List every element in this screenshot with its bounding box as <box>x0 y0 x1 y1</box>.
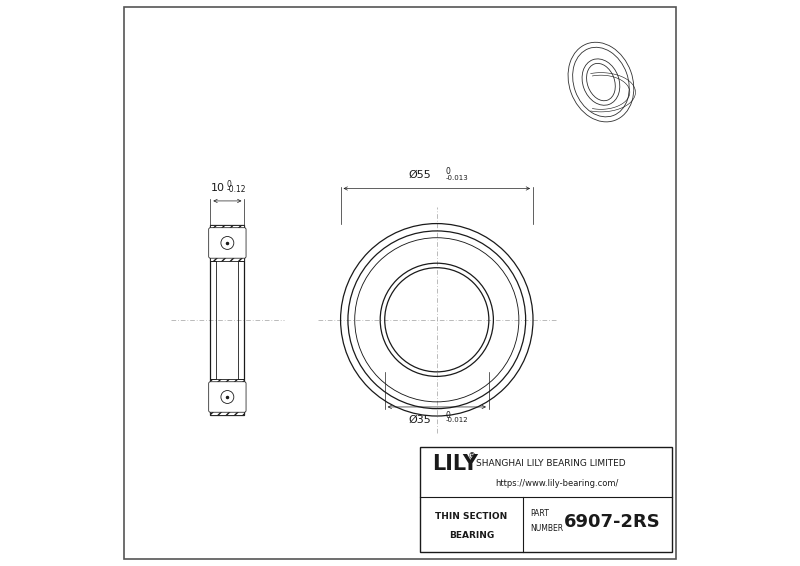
Circle shape <box>221 391 234 404</box>
Text: SHANGHAI LILY BEARING LIMITED: SHANGHAI LILY BEARING LIMITED <box>477 459 626 468</box>
FancyBboxPatch shape <box>209 381 246 412</box>
Text: Ø55: Ø55 <box>408 169 431 179</box>
Text: -0.012: -0.012 <box>446 417 468 423</box>
Text: 10: 10 <box>210 183 225 193</box>
Text: 0: 0 <box>446 411 450 421</box>
Text: 0: 0 <box>446 167 450 176</box>
Text: LILY: LILY <box>432 453 478 474</box>
Bar <box>210 225 244 415</box>
Text: Ø35: Ø35 <box>408 415 431 425</box>
Bar <box>420 447 672 552</box>
Bar <box>210 261 216 379</box>
FancyBboxPatch shape <box>209 228 246 258</box>
Bar <box>238 261 244 379</box>
Text: https://www.lily-bearing.com/: https://www.lily-bearing.com/ <box>495 479 618 488</box>
Text: THIN SECTION: THIN SECTION <box>435 512 507 521</box>
Text: BEARING: BEARING <box>449 531 494 540</box>
Text: 0: 0 <box>227 180 232 189</box>
Bar <box>210 225 244 261</box>
Text: -0.12: -0.12 <box>227 185 246 194</box>
Circle shape <box>221 237 234 250</box>
Text: 6907-2RS: 6907-2RS <box>564 513 661 531</box>
Text: ®: ® <box>468 452 476 461</box>
Text: NUMBER: NUMBER <box>530 525 563 534</box>
Text: PART: PART <box>530 509 549 518</box>
Text: -0.013: -0.013 <box>446 175 468 181</box>
Bar <box>210 379 244 415</box>
